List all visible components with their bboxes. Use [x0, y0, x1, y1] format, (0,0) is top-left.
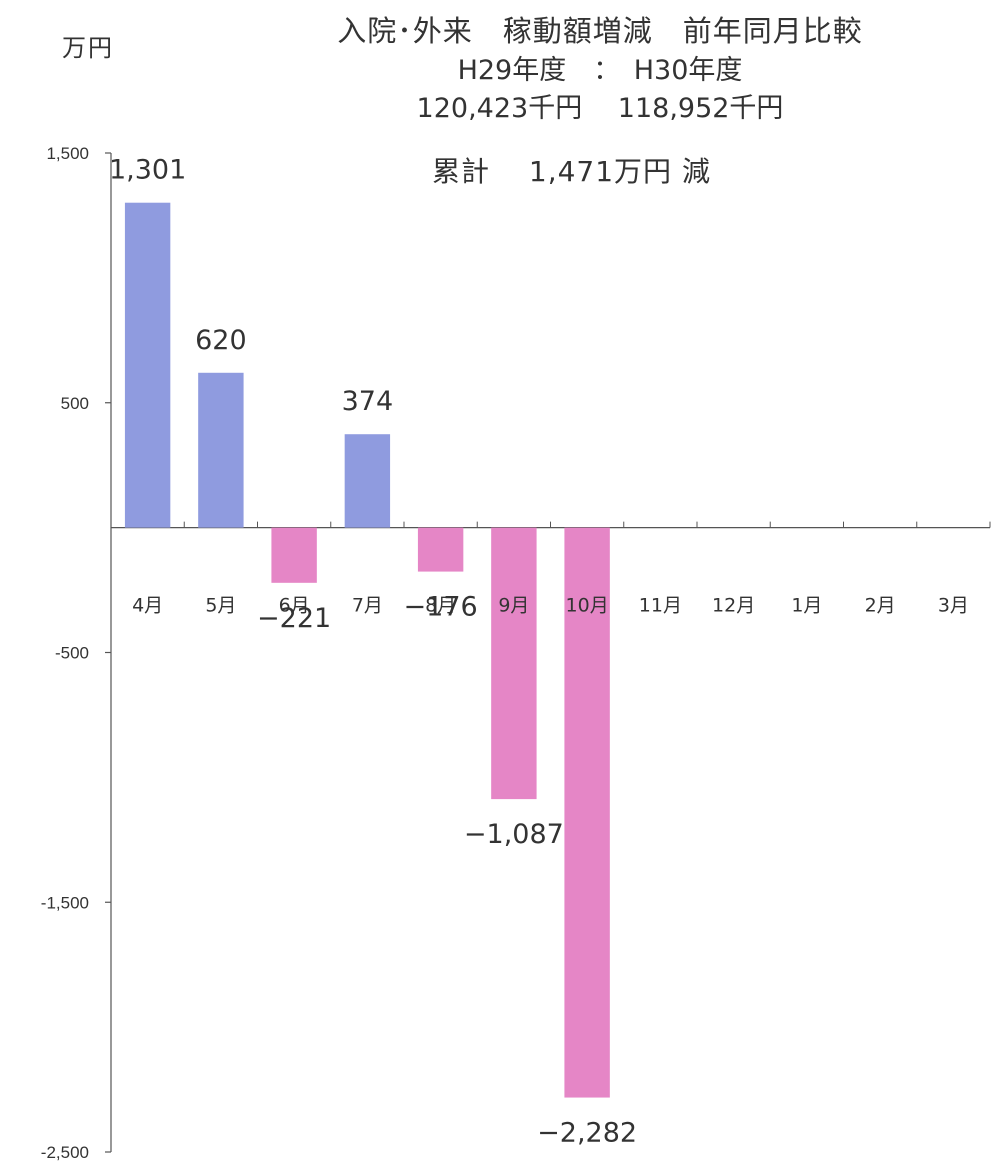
data-label: −221: [257, 603, 331, 634]
x-tick-label: 11月: [639, 595, 682, 617]
chart-title: 入院･外来 稼動額増減 前年同月比較: [337, 14, 863, 48]
x-tick-label: 4月: [132, 595, 163, 617]
data-label: 1,301: [109, 155, 186, 186]
y-tick-label: -500: [55, 644, 89, 663]
bar: [198, 372, 244, 528]
y-axis-unit-label: 万円: [62, 34, 114, 62]
x-tick-label: 1月: [791, 595, 822, 617]
data-label: −1,087: [464, 819, 564, 850]
y-tick-label: 1,500: [46, 144, 89, 163]
data-label: 374: [342, 386, 394, 417]
y-tick-label: -1,500: [41, 893, 89, 912]
bar: [124, 202, 171, 528]
chart-subtitle-years: H29年度 ： H30年度: [457, 55, 743, 86]
data-label: −176: [404, 592, 478, 623]
x-tick-label: 5月: [205, 595, 236, 617]
x-tick-label: 6月: [279, 595, 310, 617]
y-tick-label: -2,500: [41, 1143, 89, 1162]
bar: [344, 434, 391, 528]
x-tick-label: 7月: [352, 595, 383, 617]
chart-subtitle-amounts: 120,423千円 118,952千円: [416, 93, 784, 124]
bar: [491, 527, 537, 800]
x-tick-label: 3月: [938, 595, 969, 617]
x-tick-label: 10月: [566, 595, 609, 617]
bar: [564, 527, 610, 1098]
x-tick-label: 8月: [425, 595, 456, 617]
data-label: 620: [195, 325, 247, 356]
x-tick-label: 12月: [712, 595, 755, 617]
x-tick-label: 9月: [498, 595, 529, 617]
y-tick-label: 500: [61, 394, 89, 413]
bar: [417, 527, 464, 572]
data-label: −2,282: [537, 1118, 637, 1149]
x-tick-label: 2月: [865, 595, 896, 617]
bar: [271, 527, 317, 583]
cumulative-annotation: 累計 1,471万円 減: [432, 155, 711, 188]
